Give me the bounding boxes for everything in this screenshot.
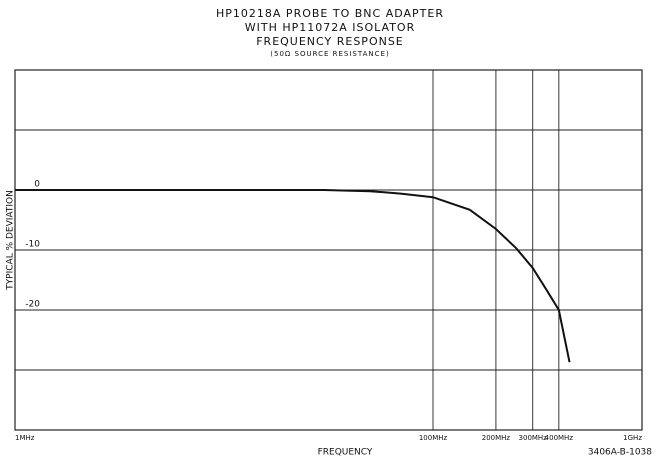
x-tick-label: 200MHz (482, 434, 511, 442)
chart-title: FREQUENCY RESPONSE (256, 35, 404, 48)
annotation: 3406A-B-1038 (588, 448, 652, 458)
chart-title: HP10218A PROBE TO BNC ADAPTER (216, 7, 444, 20)
chart-title: WITH HP11072A ISOLATOR (245, 21, 415, 34)
y-tick-label: 0 (34, 180, 40, 190)
x-axis-label: FREQUENCY (318, 448, 373, 458)
chart-subtitle: (50Ω SOURCE RESISTANCE) (270, 50, 389, 58)
x-tick-label: 1GHz (623, 434, 642, 442)
line (15, 189, 571, 363)
x-tick-label: 1MHz (15, 434, 35, 442)
x-tick-label: 400MHz (545, 434, 574, 442)
y-tick-label: -10 (25, 240, 40, 250)
x-tick-label: 300MHz (519, 434, 548, 442)
y-axis-label: TYPICAL % DEVIATION (6, 190, 16, 291)
x-tick-label: 100MHz (419, 434, 448, 442)
y-tick-label: -20 (25, 300, 40, 310)
